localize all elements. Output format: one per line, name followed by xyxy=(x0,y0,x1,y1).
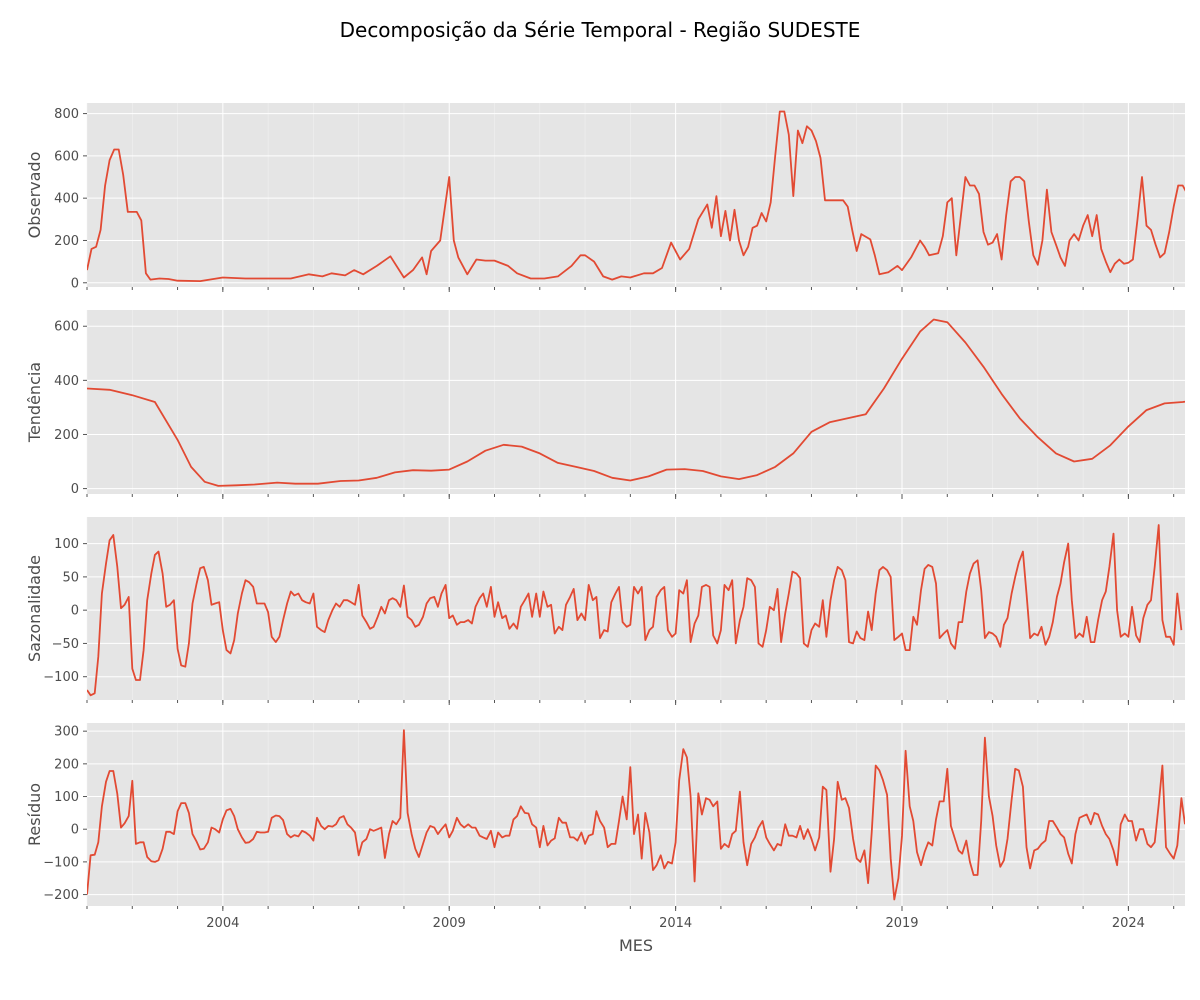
trend-y-tick-label: 0 xyxy=(71,482,79,497)
resid-panel-background xyxy=(87,723,1185,906)
observed-panel: 0 200 400 600 800 Observado xyxy=(25,103,1185,292)
trend-y-tick-label: 200 xyxy=(54,428,79,443)
resid-y-tick-label: 200 xyxy=(54,757,79,772)
observed-y-tick-label: 800 xyxy=(54,107,79,122)
trend-panel-background xyxy=(87,310,1185,494)
x-tick-label: 2014 xyxy=(659,916,692,931)
resid-y-tick-label: 100 xyxy=(54,790,79,805)
x-axis-label: MES xyxy=(619,936,653,955)
seasonal-y-tick-label: −50 xyxy=(52,637,79,652)
resid-panel: −200 −100 0 100 200 300 Resíduo 2004 2009 2014 201… xyxy=(25,723,1185,931)
x-tick-label: 2019 xyxy=(885,916,918,931)
observed-panel-background xyxy=(87,103,1185,287)
resid-y-tick-label: −200 xyxy=(43,888,79,903)
trend-y-tick-label: 400 xyxy=(54,374,79,389)
seasonal-y-tick-label: −100 xyxy=(43,670,79,685)
seasonal-panel: −100 −50 0 50 100 Sazonalidade xyxy=(25,517,1185,705)
observed-series-line xyxy=(87,110,1185,282)
resid-y-tick-label: 0 xyxy=(71,823,79,838)
trend-panel: 0 200 400 600 Tendência xyxy=(25,310,1185,499)
trend-y-tick-label: 600 xyxy=(54,320,79,335)
trend-y-axis-label: Tendência xyxy=(25,362,44,443)
resid-y-tick-label: −100 xyxy=(43,855,79,870)
figure-title: Decomposição da Série Temporal - Região … xyxy=(340,18,861,42)
seasonal-y-tick-label: 100 xyxy=(54,537,79,552)
seasonal-y-axis-label: Sazonalidade xyxy=(25,555,44,662)
trend-series-line xyxy=(87,318,1185,487)
x-tick-label: 2009 xyxy=(433,916,466,931)
observed-y-tick-label: 0 xyxy=(71,276,79,291)
decomposition-panels: 0200400600800Observado0200400600Tendênci… xyxy=(25,103,1185,931)
resid-y-tick-label: 300 xyxy=(54,725,79,740)
observed-y-tick-label: 200 xyxy=(54,234,79,249)
resid-y-axis-label: Resíduo xyxy=(25,783,44,846)
seasonal-y-tick-label: 50 xyxy=(62,570,79,585)
seasonal-y-tick-label: 0 xyxy=(71,604,79,619)
seasonal-panel-background xyxy=(87,517,1185,700)
x-tick-label: 2004 xyxy=(206,916,239,931)
observed-y-tick-label: 600 xyxy=(54,149,79,164)
observed-y-tick-label: 400 xyxy=(54,192,79,207)
observed-y-axis-label: Observado xyxy=(25,152,44,239)
x-tick-label: 2024 xyxy=(1112,916,1145,931)
seasonal-series-line xyxy=(87,524,1183,697)
resid-series-line xyxy=(87,729,1185,901)
